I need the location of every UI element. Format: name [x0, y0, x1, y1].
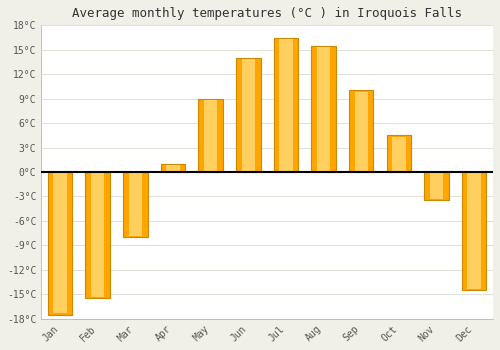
Bar — [91, 173, 104, 297]
Bar — [128, 173, 142, 236]
Bar — [48, 172, 72, 315]
Bar — [236, 58, 260, 172]
Bar — [166, 165, 179, 171]
Bar — [312, 46, 336, 172]
Title: Average monthly temperatures (°C ) in Iroquois Falls: Average monthly temperatures (°C ) in Ir… — [72, 7, 462, 20]
Bar — [349, 90, 374, 172]
Bar — [468, 173, 481, 289]
Bar — [274, 37, 298, 172]
Bar — [86, 172, 110, 298]
Bar — [430, 173, 444, 199]
Bar — [242, 59, 255, 171]
Bar — [424, 172, 449, 201]
Bar — [317, 47, 330, 171]
Bar — [354, 92, 368, 171]
Bar — [198, 99, 223, 172]
Bar — [204, 100, 218, 171]
Bar — [462, 172, 486, 290]
Bar — [386, 135, 411, 172]
Bar — [54, 173, 66, 313]
Bar — [160, 164, 185, 172]
Bar — [279, 39, 292, 171]
Bar — [123, 172, 148, 237]
Bar — [392, 136, 406, 171]
